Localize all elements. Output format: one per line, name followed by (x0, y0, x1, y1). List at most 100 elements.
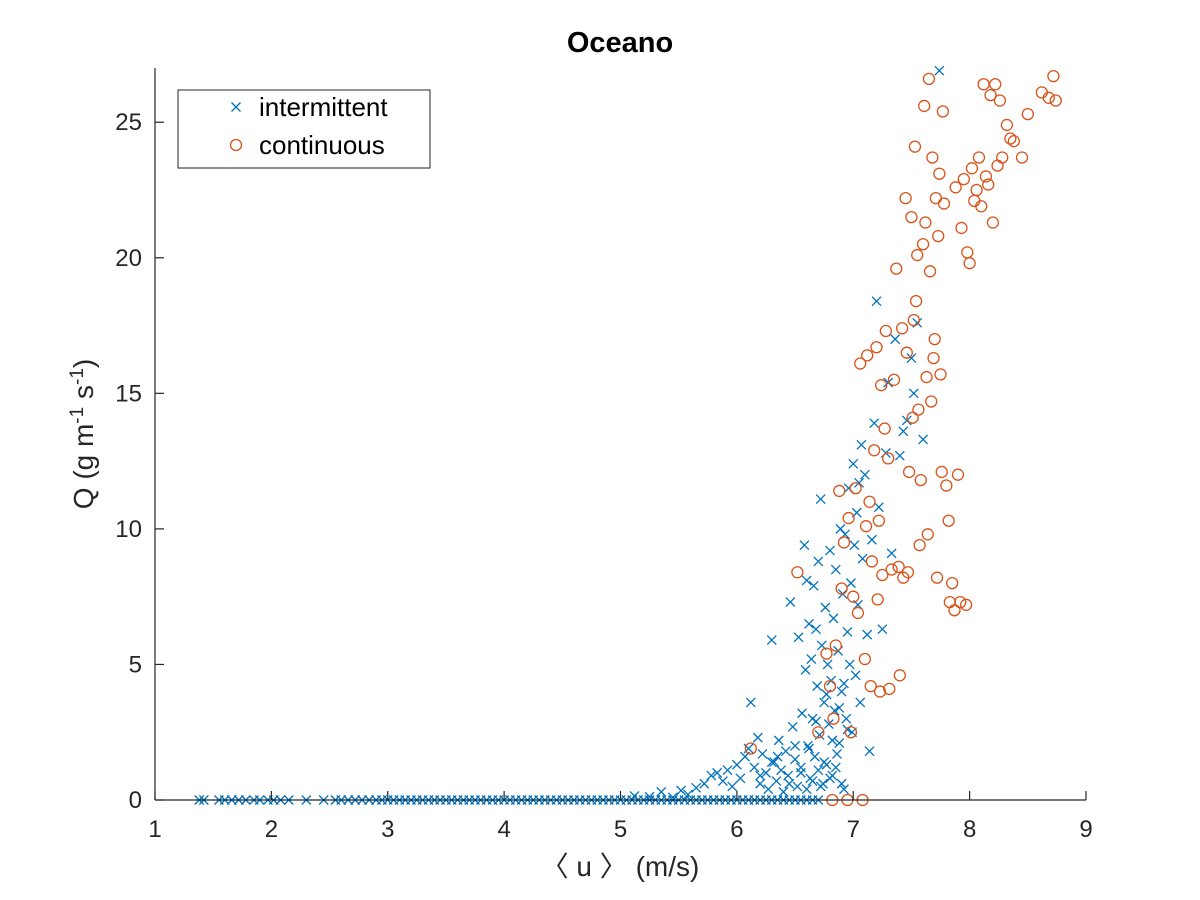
data-point-intermittent (763, 784, 774, 795)
data-point-continuous (835, 582, 848, 595)
data-point-intermittent (830, 762, 841, 773)
data-point-continuous (927, 351, 940, 365)
data-point-intermittent (761, 767, 771, 778)
x-tick-label: 1 (148, 816, 161, 843)
data-point-intermittent (834, 738, 845, 749)
data-point-continuous (955, 221, 968, 235)
y-axis-title-mid: s (68, 385, 99, 407)
data-point-continuous (926, 151, 939, 164)
data-point-intermittent (908, 388, 919, 399)
data-point-continuous (851, 606, 865, 620)
x-tick-label: 5 (614, 816, 627, 843)
data-point-intermittent (854, 477, 865, 488)
x-tick-label: 3 (381, 816, 394, 843)
data-point-intermittent (802, 740, 813, 751)
data-point-intermittent (804, 743, 814, 754)
data-point-intermittent (886, 548, 897, 559)
data-point-continuous (858, 652, 872, 666)
data-point-continuous (913, 539, 926, 552)
data-point-continuous (868, 444, 881, 457)
data-point-intermittent (828, 613, 839, 624)
data-point-intermittent (731, 759, 742, 770)
data-point-continuous (842, 511, 855, 525)
data-point-continuous (949, 181, 962, 194)
data-point-intermittent (838, 678, 849, 689)
data-point-continuous (1042, 91, 1055, 104)
x-tick-label: 7 (847, 816, 860, 843)
data-point-intermittent (722, 765, 733, 776)
data-point-continuous (996, 151, 1009, 164)
data-point-intermittent (804, 618, 814, 629)
y-ticks: 0 5 10 15 20 25 (115, 109, 164, 814)
data-point-intermittent (825, 773, 835, 784)
data-point-intermittent (784, 778, 795, 789)
data-point-intermittent (813, 556, 824, 567)
legend-marker-continuous (229, 138, 243, 152)
data-point-intermittent (820, 602, 831, 613)
data-point-intermittent (800, 664, 811, 675)
y-tick-label: 15 (115, 380, 142, 407)
data-point-intermittent (838, 784, 849, 795)
data-point-continuous (875, 379, 888, 392)
data-point-intermittent (845, 578, 856, 589)
data-point-continuous (979, 170, 993, 183)
data-point-continuous (833, 484, 846, 498)
data-point-intermittent (776, 765, 787, 776)
data-point-continuous (954, 595, 967, 609)
data-point-continuous (829, 639, 842, 652)
data-point-intermittent (827, 735, 838, 746)
data-point-intermittent (934, 65, 945, 76)
data-point-intermittent (906, 353, 917, 364)
x-tick-label: 9 (1079, 816, 1092, 843)
data-point-continuous (899, 191, 912, 205)
legend: intermittent continuous (177, 89, 431, 169)
data-point-intermittent (757, 748, 768, 759)
data-point-intermittent (813, 765, 824, 776)
data-point-intermittent (772, 751, 783, 762)
data-point-intermittent (842, 626, 853, 637)
data-point-continuous (820, 647, 833, 660)
data-point-continuous (933, 167, 946, 180)
data-point-intermittent (883, 377, 894, 388)
x-tick-label: 8 (963, 816, 976, 843)
data-point-continuous (1047, 69, 1060, 83)
data-point-intermittent (812, 681, 823, 692)
data-point-continuous (892, 560, 905, 573)
data-point-intermittent (862, 629, 873, 640)
data-point-intermittent (785, 597, 796, 608)
data-point-intermittent (778, 786, 789, 797)
data-point-continuous (870, 341, 883, 354)
data-point-intermittent (801, 784, 812, 795)
data-point-continuous (849, 482, 862, 495)
data-point-continuous (975, 200, 988, 213)
data-point-continuous (942, 514, 955, 527)
x-axis-title: 〈 u 〉 (m/s) (541, 851, 700, 882)
data-point-continuous (907, 313, 920, 327)
data-point-intermittent (773, 735, 784, 746)
data-point-continuous (882, 452, 895, 465)
data-point-continuous (1049, 94, 1062, 107)
data-point-intermittent (755, 770, 766, 781)
data-point-intermittent (792, 781, 803, 792)
data-point-continuous (922, 72, 936, 85)
data-point-continuous (885, 563, 898, 576)
data-point-intermittent (857, 553, 868, 564)
data-point-continuous (863, 495, 876, 508)
y-tick-label: 25 (115, 109, 142, 136)
data-point-intermittent (808, 580, 819, 591)
data-point-intermittent (676, 785, 686, 796)
data-point-continuous (1000, 118, 1014, 132)
data-point-intermittent (831, 748, 842, 759)
data-point-continuous (878, 422, 891, 435)
data-point-intermittent (849, 540, 860, 551)
data-point-continuous (930, 571, 944, 584)
data-point-continuous (823, 679, 837, 693)
data-point-continuous (837, 536, 851, 549)
data-point-intermittent (735, 773, 746, 784)
data-point-intermittent (856, 439, 867, 450)
data-point-continuous (921, 528, 934, 541)
data-point-intermittent (727, 781, 738, 792)
data-point-continuous (908, 140, 922, 153)
legend-label-continuous: continuous (259, 130, 385, 160)
data-point-intermittent (823, 719, 834, 730)
